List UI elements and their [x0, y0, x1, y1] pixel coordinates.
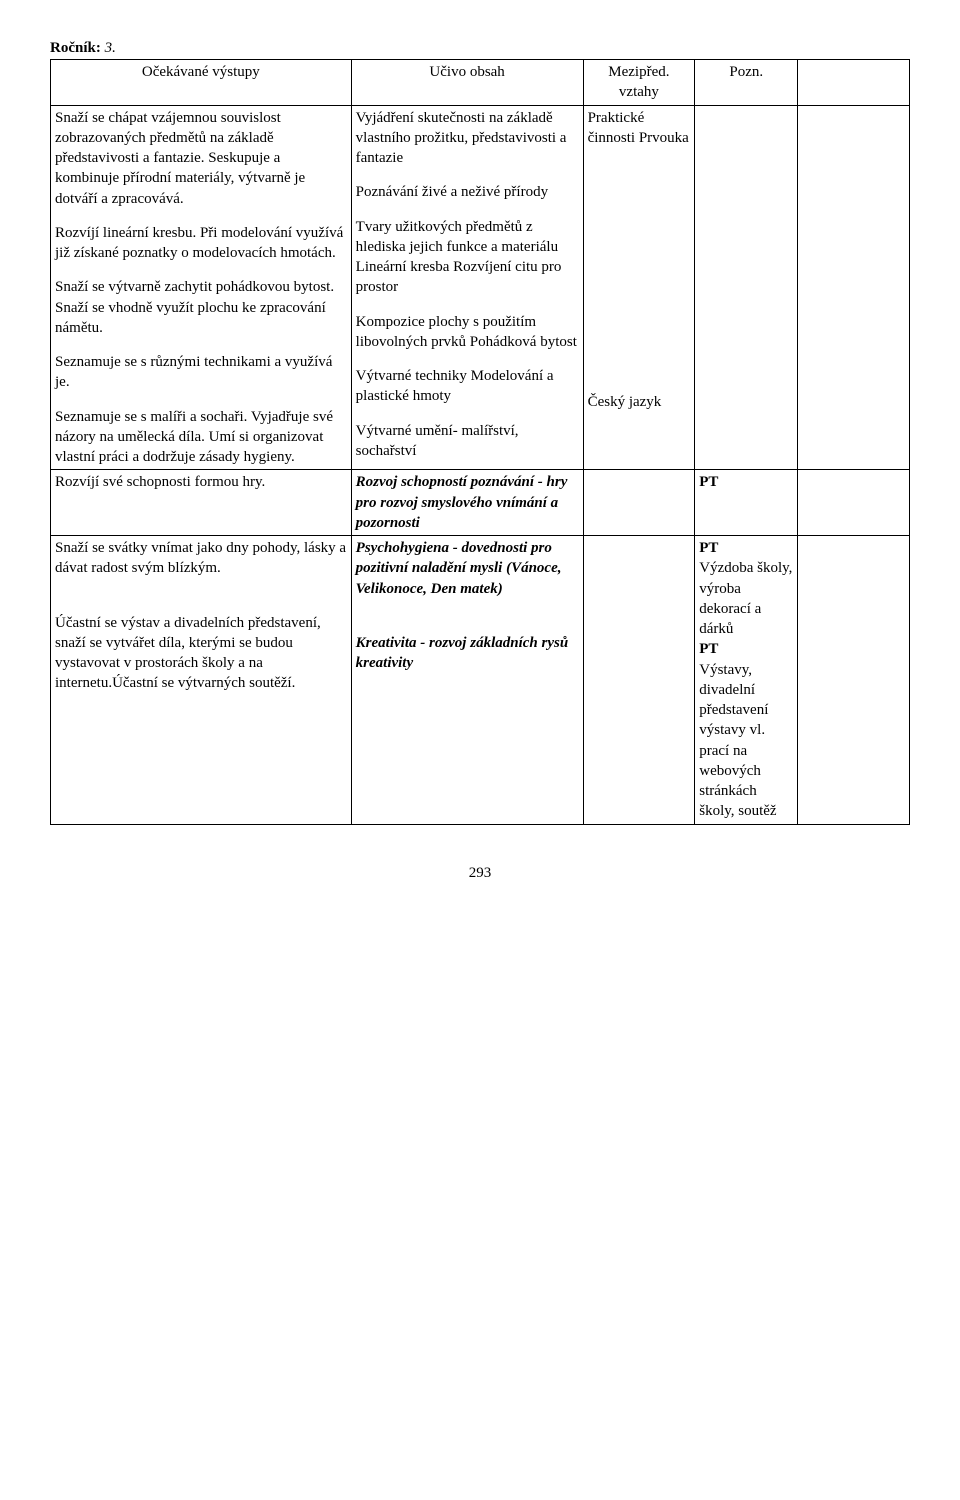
text-block: Rozvoj schopností poznávání - hry pro ro… — [356, 472, 579, 533]
spacer — [356, 613, 579, 633]
table-row: Rozvíjí své schopnosti formou hry. Rozvo… — [51, 470, 910, 536]
grade-title: Ročník: 3. — [50, 40, 910, 57]
text-block: Vyjádření skutečnosti na základě vlastní… — [356, 108, 579, 169]
text-block: Výtvarné umění- malířství, sochařství — [356, 421, 579, 462]
cell-relations-1: Praktické činnosti Prvouka Český jazyk — [583, 105, 695, 470]
header-relations: Mezipřed. vztahy — [583, 60, 695, 106]
cell-content-3: Psychohygiena - dovednosti pro pozitivní… — [351, 536, 583, 825]
text-block: Poznávání živé a neživé přírody — [356, 182, 579, 202]
header-content: Učivo obsah — [351, 60, 583, 106]
cell-notes-2: PT — [695, 470, 798, 536]
text-block: Praktické činnosti Prvouka — [588, 108, 691, 149]
note-text: Výstavy, divadelní představení výstavy v… — [699, 662, 776, 820]
header-notes: Pozn. — [695, 60, 798, 106]
cell-relations-3 — [583, 536, 695, 825]
text-block: Tvary užitkových předmětů z hlediska jej… — [356, 217, 579, 298]
cell-outcomes-1: Snaží se chápat vzájemnou souvislost zob… — [51, 105, 352, 470]
grade-value: 3. — [105, 40, 116, 56]
cell-content-1: Vyjádření skutečnosti na základě vlastní… — [351, 105, 583, 470]
text-block: Český jazyk — [588, 392, 691, 412]
text-block: Výtvarné techniky Modelování a plastické… — [356, 366, 579, 407]
spacer — [588, 162, 691, 392]
cell-outcomes-3: Snaží se svátky vnímat jako dny pohody, … — [51, 536, 352, 825]
header-empty — [798, 60, 910, 106]
text-block: Psychohygiena - dovednosti pro pozitivní… — [356, 538, 579, 599]
text-block: Kreativita - rozvoj základních rysů krea… — [356, 633, 579, 674]
cell-empty-3 — [798, 536, 910, 825]
cell-empty-1 — [798, 105, 910, 470]
cell-empty-2 — [798, 470, 910, 536]
text-block: Snaží se chápat vzájemnou souvislost zob… — [55, 108, 347, 209]
table-header-row: Očekávané výstupy Učivo obsah Mezipřed. … — [51, 60, 910, 106]
pt-label: PT — [699, 540, 718, 556]
table-row: Snaží se chápat vzájemnou souvislost zob… — [51, 105, 910, 470]
text-block: Rozvíjí své schopnosti formou hry. — [55, 472, 347, 492]
curriculum-table: Očekávané výstupy Učivo obsah Mezipřed. … — [50, 59, 910, 825]
page-number: 293 — [50, 865, 910, 882]
header-outcomes: Očekávané výstupy — [51, 60, 352, 106]
text-block: Kompozice plochy s použitím libovolných … — [356, 312, 579, 353]
grade-label: Ročník: — [50, 40, 105, 56]
cell-notes-3: PT Výzdoba školy, výroba dekorací a dárk… — [695, 536, 798, 825]
note-block: PT Výzdoba školy, výroba dekorací a dárk… — [699, 538, 793, 639]
text-block: Rozvíjí lineární kresbu. Při modelování … — [55, 223, 347, 264]
cell-relations-2 — [583, 470, 695, 536]
cell-content-2: Rozvoj schopností poznávání - hry pro ro… — [351, 470, 583, 536]
table-row: Snaží se svátky vnímat jako dny pohody, … — [51, 536, 910, 825]
text-block: Seznamuje se s malíři a sochaři. Vyjadřu… — [55, 407, 347, 468]
text-block: Snaží se výtvarně zachytit pohádkovou by… — [55, 277, 347, 338]
pt-label: PT — [699, 641, 718, 657]
cell-outcomes-2: Rozvíjí své schopnosti formou hry. — [51, 470, 352, 536]
pt-label: PT — [699, 474, 718, 490]
text-block: Snaží se svátky vnímat jako dny pohody, … — [55, 538, 347, 579]
cell-notes-1 — [695, 105, 798, 470]
note-text: Výzdoba školy, výroba dekorací a dárků — [699, 560, 792, 637]
text-block: Seznamuje se s různými technikami a využ… — [55, 352, 347, 393]
note-block: PT Výstavy, divadelní představení výstav… — [699, 639, 793, 821]
text-block: Účastní se výstav a divadelních představ… — [55, 613, 347, 694]
spacer — [55, 593, 347, 613]
